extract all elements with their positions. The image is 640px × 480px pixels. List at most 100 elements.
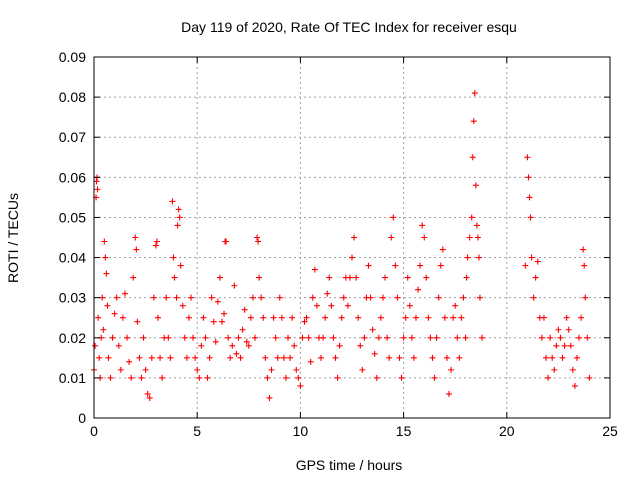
data-point bbox=[148, 354, 155, 361]
data-point bbox=[567, 342, 574, 349]
data-point bbox=[223, 238, 230, 245]
y-tick-label: 0.06 bbox=[59, 169, 86, 185]
data-point bbox=[100, 326, 107, 333]
data-point bbox=[543, 354, 550, 361]
data-point bbox=[421, 234, 428, 241]
data-point bbox=[469, 154, 476, 161]
data-point bbox=[266, 394, 273, 401]
data-point bbox=[311, 266, 318, 273]
data-point bbox=[111, 310, 118, 317]
data-point bbox=[336, 342, 343, 349]
data-point bbox=[309, 294, 316, 301]
data-point bbox=[293, 366, 300, 373]
data-point bbox=[208, 294, 215, 301]
data-point bbox=[471, 90, 478, 97]
x-tick-label: 10 bbox=[293, 423, 309, 439]
data-point bbox=[353, 274, 360, 281]
data-point bbox=[130, 274, 137, 281]
data-point bbox=[270, 314, 277, 321]
data-point bbox=[113, 294, 120, 301]
y-tick-label: 0.05 bbox=[59, 209, 86, 225]
data-point bbox=[472, 182, 479, 189]
data-point bbox=[202, 334, 209, 341]
data-point bbox=[338, 314, 345, 321]
data-point bbox=[580, 246, 587, 253]
data-point bbox=[260, 314, 267, 321]
data-point bbox=[470, 118, 477, 125]
data-point bbox=[437, 262, 444, 269]
data-point bbox=[584, 334, 591, 341]
data-point bbox=[274, 354, 281, 361]
data-point bbox=[276, 294, 283, 301]
data-point bbox=[551, 366, 558, 373]
y-tick-label: 0.04 bbox=[59, 250, 86, 266]
data-point bbox=[547, 334, 554, 341]
data-point bbox=[433, 334, 440, 341]
data-point bbox=[272, 334, 279, 341]
data-point bbox=[479, 334, 486, 341]
data-point bbox=[157, 354, 164, 361]
data-point bbox=[303, 314, 310, 321]
data-point bbox=[299, 334, 306, 341]
data-point bbox=[287, 354, 294, 361]
data-point bbox=[119, 314, 126, 321]
y-tick-label: 0.03 bbox=[59, 290, 86, 306]
data-point bbox=[464, 254, 471, 261]
data-point bbox=[473, 222, 480, 229]
chart-title: Day 119 of 2020, Rate Of TEC Index for r… bbox=[181, 19, 517, 35]
data-point bbox=[460, 294, 467, 301]
y-tick-labels: 0 0.01 0.02 0.03 0.04 0.05 0.06 0.07 0.08 0.09 bbox=[59, 49, 86, 426]
data-point bbox=[371, 350, 378, 357]
data-point bbox=[439, 246, 446, 253]
data-point bbox=[406, 302, 413, 309]
data-point bbox=[255, 238, 262, 245]
data-point bbox=[450, 314, 457, 321]
data-point bbox=[146, 394, 153, 401]
plot-frame bbox=[93, 56, 611, 419]
data-point bbox=[153, 238, 160, 245]
data-point bbox=[427, 334, 434, 341]
y-tick-label: 0.07 bbox=[59, 129, 86, 145]
data-point bbox=[454, 334, 461, 341]
data-point bbox=[448, 366, 455, 373]
data-point bbox=[104, 302, 111, 309]
y-tick-label: 0.01 bbox=[59, 370, 86, 386]
data-point bbox=[196, 374, 203, 381]
data-point bbox=[559, 354, 566, 361]
data-point bbox=[525, 174, 532, 181]
data-point bbox=[102, 254, 109, 261]
data-point bbox=[249, 294, 256, 301]
y-tick-label: 0.08 bbox=[59, 89, 86, 105]
data-point bbox=[534, 258, 541, 265]
data-point bbox=[394, 294, 401, 301]
data-point bbox=[239, 326, 246, 333]
data-point bbox=[532, 274, 539, 281]
data-point bbox=[258, 294, 265, 301]
data-point bbox=[221, 310, 228, 317]
data-point bbox=[557, 334, 564, 341]
data-point bbox=[237, 354, 244, 361]
data-point bbox=[563, 314, 570, 321]
data-point bbox=[241, 306, 248, 313]
data-point bbox=[99, 294, 106, 301]
data-point bbox=[247, 314, 254, 321]
data-point bbox=[468, 214, 475, 221]
data-point bbox=[233, 350, 240, 357]
data-point bbox=[322, 314, 329, 321]
data-point bbox=[569, 366, 576, 373]
data-point bbox=[173, 294, 180, 301]
data-point bbox=[140, 334, 147, 341]
data-point bbox=[349, 254, 355, 261]
data-point bbox=[92, 342, 99, 349]
data-point bbox=[190, 334, 197, 341]
data-point bbox=[96, 354, 103, 361]
data-point bbox=[555, 326, 562, 333]
data-point bbox=[200, 314, 207, 321]
data-point bbox=[423, 274, 430, 281]
data-point bbox=[553, 342, 560, 349]
data-point bbox=[340, 294, 347, 301]
data-point bbox=[177, 262, 184, 269]
data-point bbox=[332, 354, 339, 361]
data-point bbox=[443, 354, 450, 361]
data-point bbox=[264, 374, 271, 381]
